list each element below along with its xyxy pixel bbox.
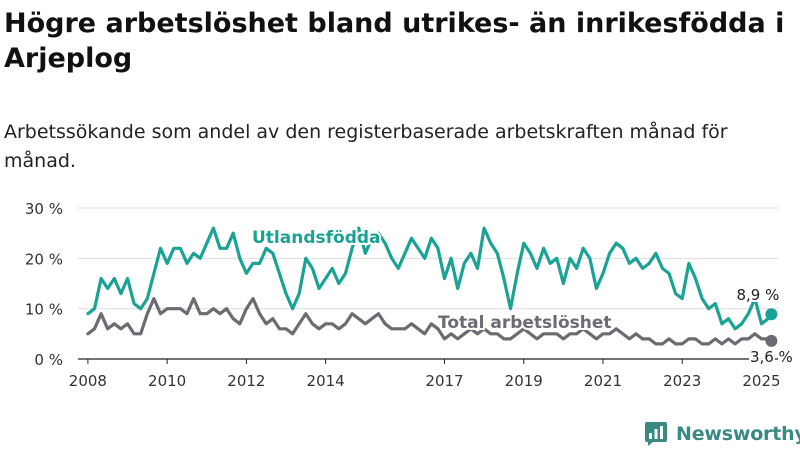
x-tick-label: 2008 bbox=[69, 372, 107, 390]
series-labels: 8,9 % Utlandsfödda 3,6 % Total arbetslöshet bbox=[250, 226, 795, 368]
series-end-dot bbox=[765, 334, 778, 347]
series-end-label: 8,9 % bbox=[737, 286, 780, 304]
series-lines bbox=[86, 226, 773, 346]
series-line bbox=[86, 297, 773, 346]
x-tick-label: 2021 bbox=[584, 372, 622, 390]
x-tick-label: 2010 bbox=[148, 372, 186, 390]
x-tick-label: 2023 bbox=[663, 372, 701, 390]
chart-subtitle: Arbetssökande som andel av den registerb… bbox=[4, 121, 728, 172]
x-tick-label: 2019 bbox=[505, 372, 543, 390]
brand-name: Newsworthy bbox=[676, 423, 800, 445]
series-line bbox=[86, 226, 773, 331]
y-tick-label: 0 % bbox=[34, 351, 63, 369]
y-tick-label: 20 % bbox=[25, 250, 63, 268]
y-tick-label: 10 % bbox=[25, 301, 63, 319]
y-axis-tick-labels: 0 % 10 % 20 % 30 % bbox=[25, 200, 63, 369]
grid-lines bbox=[78, 207, 778, 360]
newsworthy-logo-icon bbox=[645, 422, 667, 446]
series-end-dot bbox=[765, 308, 778, 321]
series-name-label: Total arbetslöshet bbox=[438, 313, 612, 333]
line-chart: 0 % 10 % 20 % 30 % 2008 2010 2012 2014 2017 2019… bbox=[25, 200, 795, 390]
newsworthy-brand: Newsworthy bbox=[644, 420, 800, 448]
y-tick-label: 30 % bbox=[25, 200, 63, 218]
series-end-label: 3,6 % bbox=[750, 348, 793, 366]
series-name-label: Utlandsfödda bbox=[252, 228, 381, 248]
chart-title: Högre arbetslöshet bland utrikes- än inr… bbox=[4, 8, 785, 74]
x-tick-label: 2017 bbox=[425, 372, 463, 390]
x-tick-label: 2014 bbox=[307, 372, 345, 390]
x-tick-label: 2012 bbox=[227, 372, 265, 390]
x-tick-label: 2025 bbox=[742, 372, 780, 390]
x-axis-tick-labels: 2008 2010 2012 2014 2017 2019 2021 2023 2025 bbox=[69, 359, 781, 390]
